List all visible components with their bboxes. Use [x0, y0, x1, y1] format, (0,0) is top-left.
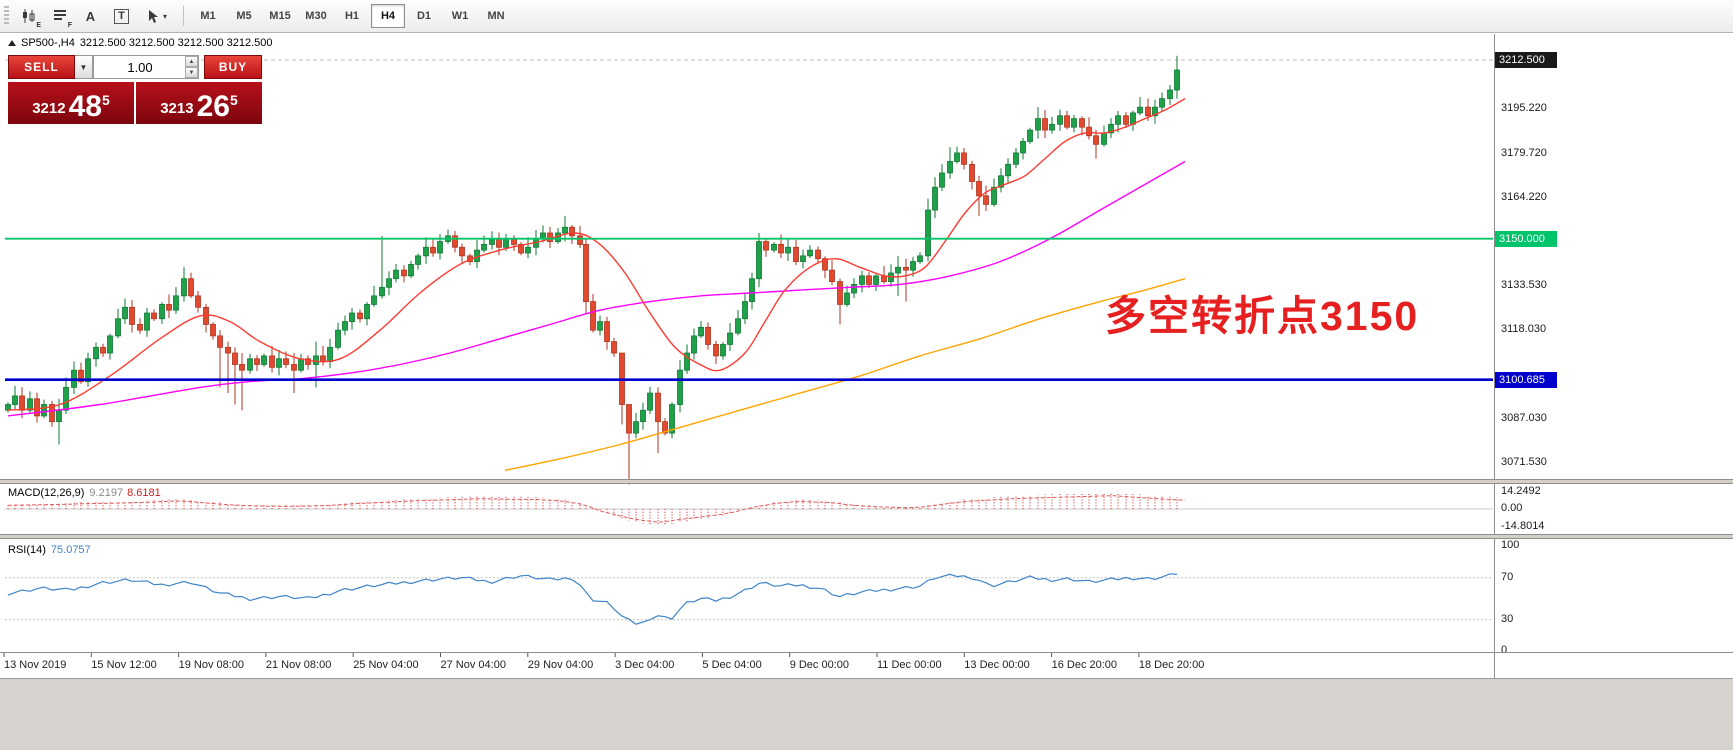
time-axis-label: 16 Dec 20:00: [1051, 659, 1118, 671]
chart-header: SP500-,H4 3212.500 3212.500 3212.500 321…: [8, 37, 273, 49]
chart-plot-area[interactable]: [0, 34, 1494, 652]
time-axis-label: 29 Nov 04:00: [527, 659, 594, 671]
buy-button[interactable]: BUY: [204, 55, 262, 79]
price-axis-label: 3195.220: [1501, 102, 1547, 115]
time-axis-separator: [0, 652, 1733, 653]
time-axis-label: 13 Dec 00:00: [964, 659, 1030, 671]
font-tool-icon[interactable]: A: [85, 8, 96, 24]
time-axis-label: 13 Nov 2019: [4, 659, 67, 671]
macd-axis-label: 14.2492: [1501, 485, 1541, 498]
time-axis-label: 11 Dec 00:00: [877, 659, 942, 671]
time-axis-label: 21 Nov 08:00: [265, 659, 332, 671]
macd-axis-label: -14.8014: [1501, 519, 1545, 532]
timeframe-button-h4[interactable]: H4: [371, 4, 405, 28]
price-axis-label: 3133.530: [1501, 278, 1547, 291]
shapes-tool-icon[interactable]: ▾: [138, 3, 176, 30]
panel-splitter-macd[interactable]: [0, 479, 1733, 484]
timeframe-button-m30[interactable]: M30: [305, 10, 327, 22]
chart-text-annotation[interactable]: 多空转折点3150: [1105, 293, 1420, 339]
bid-ask-display: 3212 48 5 3213 26 5: [8, 82, 262, 124]
volume-spin-down-icon[interactable]: ▼: [185, 67, 198, 78]
bid-price[interactable]: 3212 48 5: [8, 82, 134, 124]
rsi-axis-label: 0: [1501, 644, 1508, 656]
time-axis-label: 15 Nov 12:00: [91, 659, 157, 671]
time-axis-label: 18 Dec 20:00: [1138, 659, 1205, 671]
timeframe-button-mn[interactable]: MN: [487, 10, 505, 22]
toolbar-separator: [183, 6, 184, 26]
ask-price[interactable]: 3213 26 5: [136, 82, 262, 124]
timeframe-button-m1[interactable]: M1: [200, 10, 216, 22]
timeframe-button-d1[interactable]: D1: [416, 10, 432, 22]
macd-label: MACD(12,26,9) 9.2197 8.6181: [8, 487, 161, 499]
time-axis[interactable]: 13 Nov 2019 15 Nov 12:00 19 Nov 08:00 21 No…: [0, 653, 1733, 678]
rsi-label: RSI(14) 75.0757: [8, 544, 91, 556]
volume-spin-up-icon[interactable]: ▲: [185, 56, 198, 67]
toolbar: E F A T ▾ M1 M5 M15 M30 H1 H4 D1 W1 MN: [0, 0, 1733, 33]
price-axis-label: 3164.220: [1501, 191, 1547, 204]
macd-axis-label: 0.00: [1501, 502, 1523, 514]
panel-splitter-rsi[interactable]: [0, 534, 1733, 539]
symbol-quotes: 3212.500 3212.500 3212.500 3212.500: [79, 37, 273, 49]
time-axis-label: 5 Dec 04:00: [702, 659, 762, 671]
resistance-price-tag: 3150.000: [1495, 230, 1557, 247]
text-label-tool-icon[interactable]: T: [107, 3, 136, 30]
chart-collapse-icon[interactable]: [8, 40, 16, 46]
rsi-axis-label: 70: [1501, 570, 1514, 583]
indicator-list-icon[interactable]: F: [53, 10, 72, 29]
one-click-trade-panel: SELL ▼ ▲ ▼ BUY 3212 48 5 3213 26 5: [8, 55, 262, 124]
price-axis-label: 3071.530: [1501, 456, 1547, 469]
chart-candlestick-icon[interactable]: E: [14, 3, 43, 30]
window-bottom-strip: [0, 678, 1733, 750]
price-axis-label: 3179.720: [1501, 146, 1547, 159]
timeframe-button-m15[interactable]: M15: [269, 10, 291, 22]
time-axis-label: 25 Nov 04:00: [353, 659, 419, 671]
rsi-axis-label: 100: [1501, 539, 1520, 552]
timeframe-button-h1[interactable]: H1: [344, 10, 360, 22]
sell-button[interactable]: SELL: [8, 55, 75, 79]
volume-dropdown-button[interactable]: ▼: [75, 55, 93, 79]
time-axis-label: 19 Nov 08:00: [178, 659, 245, 671]
timeframe-button-group: M1 M5 M15 M30 H1 H4 D1 W1 MN: [190, 4, 514, 28]
rsi-axis-label: 30: [1501, 612, 1514, 625]
timeframe-button-m5[interactable]: M5: [236, 10, 252, 22]
price-axis-label: 3118.030: [1501, 323, 1547, 336]
time-axis-label: 9 Dec 00:00: [789, 659, 850, 671]
current-price-tag: 3212.500: [1495, 52, 1557, 68]
toolbar-drag-handle[interactable]: [4, 6, 9, 26]
time-axis-label: 27 Nov 04:00: [440, 659, 506, 671]
timeframe-button-w1[interactable]: W1: [451, 10, 469, 22]
time-axis-label: 3 Dec 04:00: [615, 659, 675, 671]
price-axis-label: 3087.030: [1501, 411, 1547, 424]
volume-input[interactable]: [93, 55, 199, 79]
price-axis[interactable]: 3210.7203195.2203179.7203164.2203133.530…: [1494, 34, 1733, 656]
support-price-tag: 3100.685: [1495, 371, 1557, 388]
symbol-title: SP500-,H4: [21, 37, 75, 49]
price-axis-line: [1494, 34, 1495, 678]
